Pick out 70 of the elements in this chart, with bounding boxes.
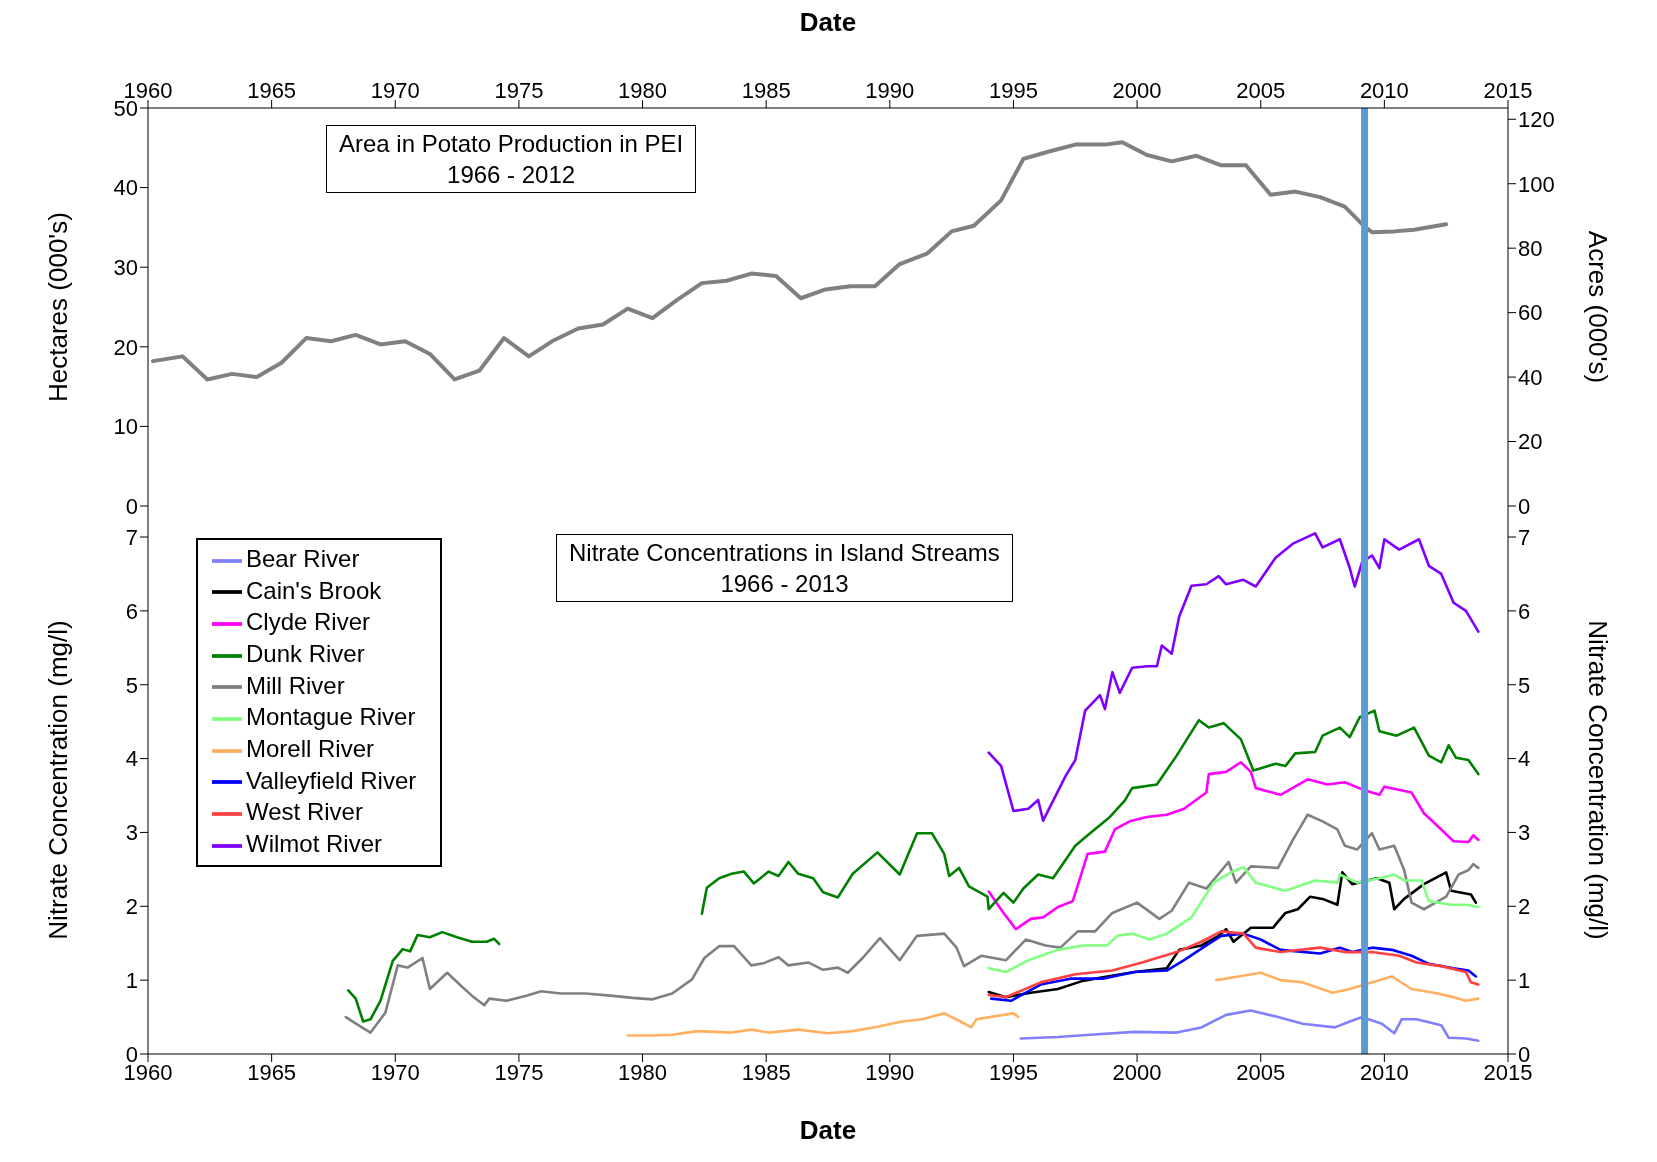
y2-tick-label: 60	[1518, 300, 1543, 326]
y2-axis-title: Acres (000's)	[1582, 230, 1613, 384]
x-tick-label: 1995	[988, 1059, 1038, 1085]
legend-label: Bear River	[246, 545, 360, 572]
y2-tick-label: 7	[1518, 524, 1531, 550]
y2-tick-label: 100	[1518, 171, 1555, 197]
y-axis-title: Hectares (000's)	[43, 212, 74, 402]
x-tick-label: 1980	[618, 78, 668, 103]
legend-label: Wilmot River	[246, 829, 382, 857]
y-tick-label: 2	[125, 894, 138, 920]
y-tick-label: 40	[113, 175, 138, 201]
x-tick-label: 2005	[1236, 1059, 1286, 1085]
x-tick-label: 2000	[1112, 1059, 1162, 1085]
y2-tick-label: 4	[1518, 746, 1531, 772]
y2-tick-label: 2	[1518, 894, 1531, 920]
y-tick-label: 7	[125, 524, 138, 550]
y-tick-label: 20	[113, 334, 138, 360]
legend-label: Valleyfield River	[246, 766, 417, 794]
y2-tick-label: 5	[1518, 672, 1531, 698]
x-tick-label: 1975	[494, 78, 544, 103]
x-axis-title: Date	[799, 1115, 857, 1145]
y-axis-title: Nitrate Concentration (mg/l)	[43, 620, 74, 940]
y-tick-label: 4	[125, 746, 138, 772]
x-tick-label: 1985	[741, 1059, 791, 1085]
y2-tick-label: 40	[1518, 364, 1543, 390]
y-tick-label: 3	[125, 820, 138, 846]
x-tick-label: 2010	[1359, 78, 1409, 103]
y-tick-label: 5	[125, 672, 138, 698]
text: 1966 - 2012	[446, 160, 577, 190]
y-tick-label: 10	[113, 414, 138, 440]
text: Nitrate Concentrations in Island Streams	[569, 538, 1000, 568]
legend-label: Morell River	[246, 734, 375, 762]
y-tick-label: 1	[125, 967, 138, 993]
x-axis-title: Date	[799, 7, 857, 38]
x-tick-label: 2005	[1236, 78, 1286, 103]
text: 1966 - 2013	[719, 569, 850, 599]
y2-tick-label: 1	[1518, 967, 1531, 993]
y2-axis-title: Nitrate Concentration (mg/l)	[1582, 620, 1613, 940]
x-tick-label: 1970	[370, 1059, 420, 1085]
x-tick-label: 1990	[865, 1059, 915, 1085]
x-tick-label: 2010	[1359, 1059, 1409, 1085]
legend-label: Clyde River	[246, 608, 371, 636]
x-tick-label: 1975	[494, 1059, 544, 1085]
y-tick-label: 6	[125, 598, 138, 624]
y2-tick-label: 120	[1518, 107, 1555, 133]
line-series	[987, 760, 1480, 931]
y2-tick-label: 3	[1518, 820, 1531, 846]
x-tick-label: 1970	[370, 78, 420, 103]
y2-tick-label: 20	[1518, 429, 1543, 455]
x-tick-label: 1990	[865, 78, 915, 103]
line-series	[987, 865, 1480, 974]
x-tick-label: 1965	[247, 1059, 297, 1085]
legend-label: Dunk River	[246, 639, 365, 667]
line-series	[1019, 1009, 1480, 1043]
x-tick-label: 1995	[988, 78, 1038, 103]
legend-label: West River	[246, 798, 363, 826]
y2-tick-label: 0	[1518, 493, 1531, 519]
legend-label: Mill River	[246, 671, 345, 699]
x-tick-label: 1965	[247, 78, 297, 103]
legend-label: Cain's Brook	[246, 576, 382, 604]
x-tick-label: 1985	[741, 78, 791, 103]
text: Area in Potato Production in PEI	[339, 129, 684, 159]
y2-tick-label: 80	[1518, 236, 1543, 261]
legend-label: Montague River	[246, 703, 416, 731]
y-tick-label: 0	[125, 493, 138, 519]
x-tick-label: 2015	[1483, 78, 1533, 103]
x-tick-label: 1980	[618, 1059, 668, 1085]
x-tick-label: 2000	[1112, 78, 1162, 103]
y-tick-label: 30	[113, 255, 138, 281]
y2-tick-label: 6	[1518, 598, 1531, 624]
